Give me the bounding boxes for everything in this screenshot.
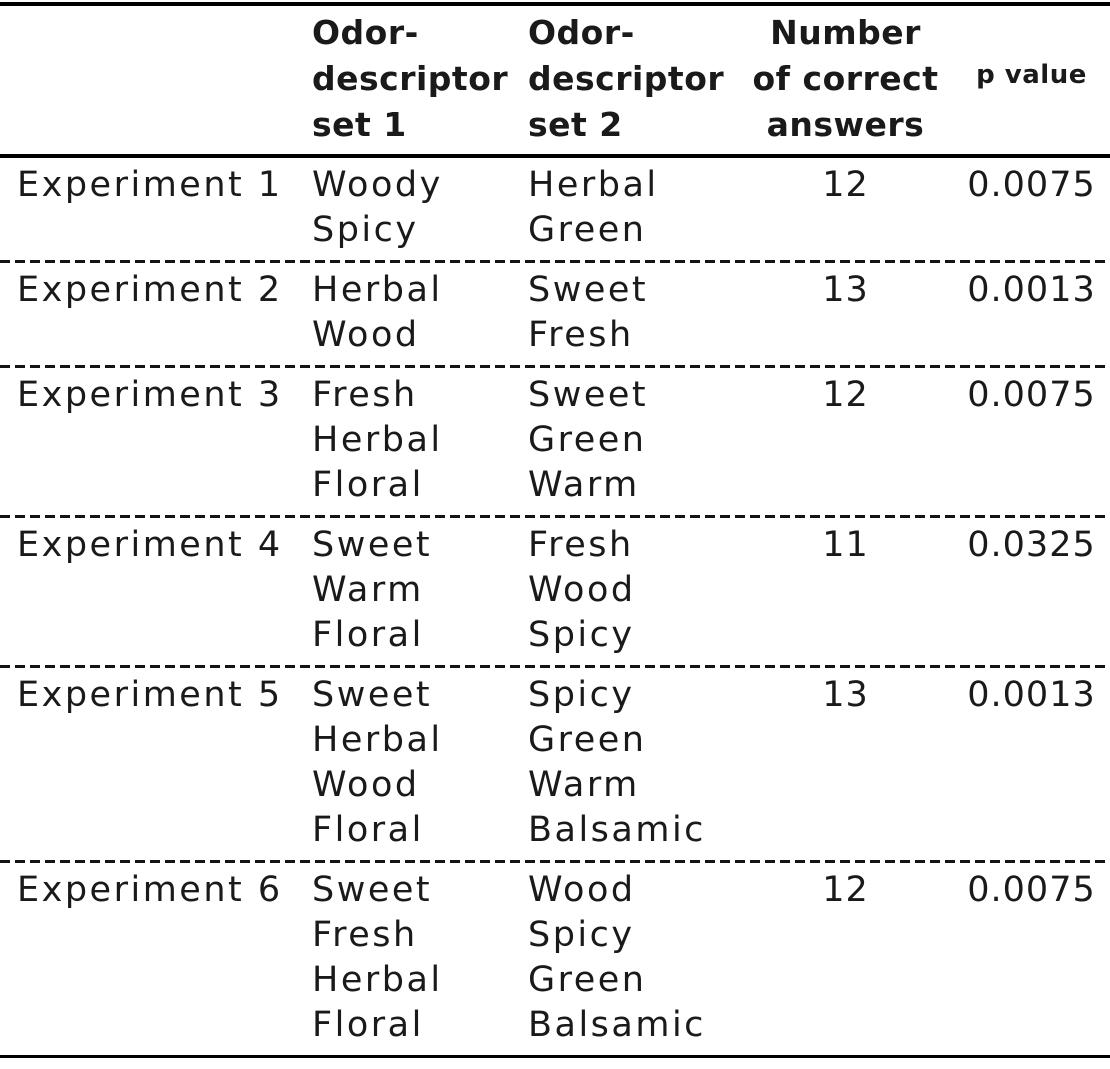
table-row: Experiment 5 Sweet Herbal Wood Floral Sp… — [0, 668, 1110, 860]
odor-set-2-cell: Spicy Green Warm Balsamic — [528, 675, 706, 850]
odor-set-1-cell: Fresh Herbal Floral — [312, 375, 443, 505]
odor-set-1-cell: Sweet Warm Floral — [312, 525, 433, 655]
row-separator — [0, 365, 1110, 368]
column-header-experiment — [0, 4, 292, 158]
correct-answers-cell: 13 — [822, 675, 869, 715]
dashed-rule — [0, 860, 1110, 863]
experiment-label: Experiment 1 — [17, 165, 283, 205]
dashed-rule — [0, 365, 1110, 368]
odor-set-2-cell: Herbal Green — [528, 165, 659, 250]
column-header-odor-set-2: Odor- descriptor set 2 — [508, 4, 738, 158]
correct-answers-cell: 12 — [822, 165, 869, 205]
dashed-rule — [0, 665, 1110, 668]
table-row: Experiment 4 Sweet Warm Floral Fresh Woo… — [0, 518, 1110, 665]
odor-set-2-cell: Fresh Wood Spicy — [528, 525, 636, 655]
odor-set-1-cell: Sweet Fresh Herbal Floral — [312, 870, 443, 1045]
odor-set-1-cell: Sweet Herbal Wood Floral — [312, 675, 443, 850]
p-value-cell: 0.0075 — [967, 165, 1096, 205]
experiment-label: Experiment 6 — [17, 870, 283, 910]
row-separator — [0, 665, 1110, 668]
column-header-p-value: p value — [953, 4, 1110, 158]
p-value-cell: 0.0325 — [967, 525, 1096, 565]
p-value-cell: 0.0013 — [967, 675, 1096, 715]
table-header: Odor- descriptor set 1 Odor- descriptor … — [0, 4, 1110, 158]
correct-answers-cell: 11 — [822, 525, 869, 565]
header-row: Odor- descriptor set 1 Odor- descriptor … — [0, 4, 1110, 158]
dashed-rule — [0, 515, 1110, 518]
experiment-label: Experiment 2 — [17, 270, 283, 310]
odor-set-2-cell: Sweet Fresh — [528, 270, 649, 355]
odor-set-2-cell: Wood Spicy Green Balsamic — [528, 870, 706, 1045]
table-row: Experiment 2 Herbal Wood Sweet Fresh 13 … — [0, 263, 1110, 365]
odor-set-1-cell: Herbal Wood — [312, 270, 443, 355]
experiment-label: Experiment 3 — [17, 375, 283, 415]
experiment-label: Experiment 4 — [17, 525, 283, 565]
correct-answers-cell: 12 — [822, 870, 869, 910]
dashed-rule — [0, 260, 1110, 263]
row-separator — [0, 860, 1110, 863]
table-row: Experiment 6 Sweet Fresh Herbal Floral W… — [0, 863, 1110, 1057]
odor-set-1-cell: Woody Spicy — [312, 165, 443, 250]
p-value-cell: 0.0075 — [967, 870, 1096, 910]
table-body: Experiment 1 Woody Spicy Herbal Green 12… — [0, 156, 1110, 1057]
correct-answers-cell: 12 — [822, 375, 869, 415]
odor-set-2-cell: Sweet Green Warm — [528, 375, 649, 505]
experiment-label: Experiment 5 — [17, 675, 283, 715]
table-row: Experiment 3 Fresh Herbal Floral Sweet G… — [0, 368, 1110, 515]
column-header-odor-set-1: Odor- descriptor set 1 — [292, 4, 508, 158]
row-separator — [0, 515, 1110, 518]
table-row: Experiment 1 Woody Spicy Herbal Green 12… — [0, 156, 1110, 260]
p-value-cell: 0.0013 — [967, 270, 1096, 310]
p-value-cell: 0.0075 — [967, 375, 1096, 415]
correct-answers-cell: 13 — [822, 270, 869, 310]
column-header-correct-answers: Number of correct answers — [738, 4, 953, 158]
row-separator — [0, 260, 1110, 263]
